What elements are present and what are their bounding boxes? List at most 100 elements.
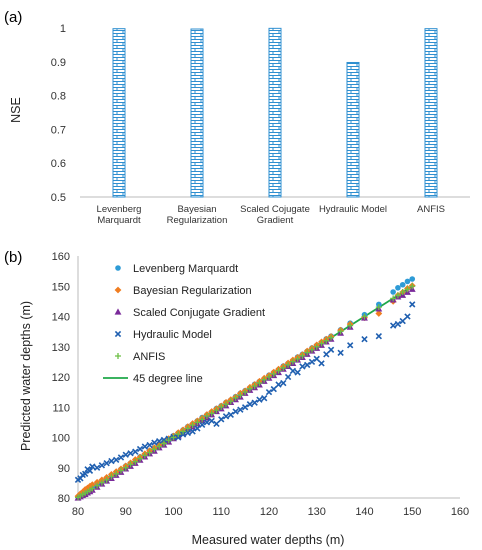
data-point [194, 419, 201, 426]
data-point [328, 334, 335, 341]
data-point [327, 346, 335, 353]
y-tick-label-a: 1 [60, 23, 66, 35]
data-point [180, 428, 187, 435]
data-point [399, 288, 406, 295]
bars [112, 27, 438, 198]
data-point [113, 456, 120, 464]
y-tick-label-a: 0.8 [51, 91, 66, 103]
data-point [156, 443, 163, 450]
data-point [265, 388, 273, 396]
data-point [132, 448, 139, 455]
y-tick-label-a: 0.6 [51, 158, 66, 170]
data-point [98, 462, 106, 469]
data-point [175, 434, 182, 441]
x-tick-label-b: 120 [260, 506, 278, 518]
data-point [318, 340, 325, 347]
data-point [246, 401, 254, 408]
data-point [81, 470, 89, 477]
category-label: Scaled Cojugate [240, 204, 310, 215]
data-point [175, 431, 182, 438]
data-point [409, 283, 416, 290]
legend-label: Bayesian Regularization [133, 285, 252, 297]
data-point [299, 352, 306, 359]
y-tick-labels-a: 0.5 0.6 0.7 0.8 0.9 1 [51, 23, 66, 204]
x-tick-label-b: 110 [212, 506, 230, 518]
data-point [261, 376, 268, 383]
data-point [136, 445, 144, 453]
category-label: ANFIS [417, 204, 445, 215]
data-point [151, 439, 158, 446]
data-point [160, 440, 167, 447]
data-point [275, 381, 282, 388]
data-point [246, 385, 253, 392]
x-tick-label-b: 150 [403, 506, 421, 518]
data-point [275, 367, 282, 374]
data-point [375, 332, 382, 340]
data-point [289, 358, 296, 365]
y-tick-label-b: 80 [58, 493, 70, 505]
data-point [122, 464, 129, 471]
category-label: Gradient [257, 215, 294, 226]
data-point [170, 434, 177, 441]
data-point [409, 301, 416, 308]
data-point [184, 429, 191, 437]
data-point [89, 485, 96, 492]
category-label: Hydraulic Model [319, 204, 387, 215]
data-point [203, 419, 211, 426]
data-point [122, 451, 129, 458]
data-point [390, 295, 397, 302]
data-point [146, 449, 153, 456]
data-point [198, 421, 206, 428]
data-point [108, 473, 115, 480]
data-point [289, 367, 297, 375]
data-point [86, 467, 94, 474]
data-point [103, 460, 110, 467]
data-point [141, 443, 149, 450]
legend-marker [114, 308, 122, 315]
category-label: Levenberg [97, 204, 142, 215]
data-point [113, 470, 120, 477]
data-point [189, 428, 196, 435]
data-point [93, 478, 101, 486]
legend-marker [114, 286, 122, 294]
data-point [160, 436, 168, 444]
y-tick-label-b: 110 [52, 402, 70, 414]
legend-label: Scaled Conjugate Gradient [133, 307, 265, 319]
data-point [222, 413, 230, 420]
data-point [237, 392, 244, 399]
data-point [213, 407, 220, 414]
data-point [151, 446, 158, 453]
bar [112, 28, 126, 198]
x-axis-title-b: Measured water depths (m) [192, 533, 345, 547]
bar [268, 27, 282, 198]
data-point [251, 383, 258, 390]
data-point [304, 349, 311, 356]
data-point [232, 408, 239, 415]
data-point [261, 395, 268, 402]
data-point [94, 482, 101, 489]
data-point [313, 343, 320, 350]
data-point [347, 342, 354, 349]
y-tick-label-b: 90 [58, 463, 70, 475]
data-point [266, 374, 272, 380]
data-point [375, 310, 383, 317]
data-point [103, 476, 110, 483]
y-tick-label-b: 120 [52, 372, 70, 384]
data-point [108, 457, 115, 465]
category-label: Regularization [167, 215, 228, 226]
x-tick-labels-b: 80 90 100 110 120 130 140 150 160 [72, 506, 469, 518]
data-point [232, 394, 239, 401]
bar-chart-panel: (a) NSE 0.5 0.6 0.7 0.8 0.9 1 LevenbergMarqua… [4, 9, 470, 226]
data-point [141, 452, 148, 459]
data-point [304, 361, 311, 369]
data-point [208, 417, 215, 425]
data-point [299, 363, 306, 370]
y-axis-title-a: NSE [9, 97, 23, 123]
data-point [394, 292, 401, 299]
legend-label: Levenberg Marquardt [133, 263, 238, 275]
data-point [89, 463, 96, 470]
data-point [337, 349, 344, 356]
data-point [156, 437, 163, 445]
x-tick-label-b: 130 [308, 506, 326, 518]
